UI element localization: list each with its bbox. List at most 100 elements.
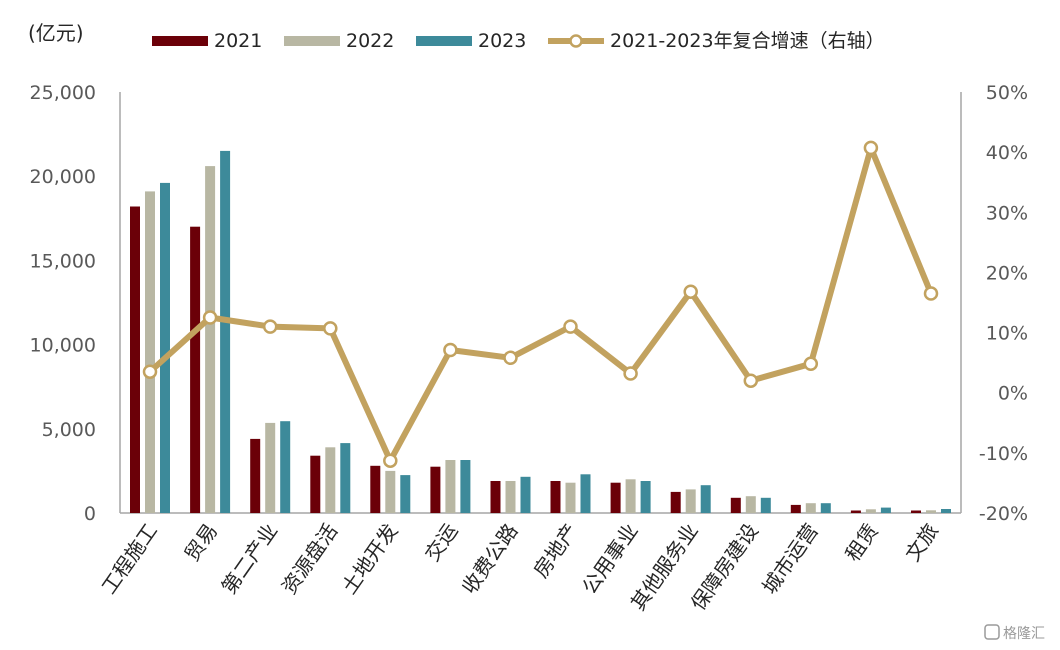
bar-2023	[760, 497, 771, 513]
watermark-text: 格隆汇	[1003, 626, 1045, 642]
bar-2021	[430, 466, 441, 513]
cagr-point	[262, 319, 278, 334]
right-y-tick-label: -20%	[979, 503, 1028, 525]
cagr-line-group	[142, 140, 939, 468]
category-label: 贸易	[180, 519, 223, 566]
bar-2023	[460, 460, 471, 513]
legend-label-2021: 2021	[214, 30, 262, 52]
bar-2022	[325, 447, 336, 513]
left-y-tick-label: 5,000	[42, 419, 96, 441]
bar-2022	[445, 460, 456, 513]
category-label: 交运	[420, 519, 463, 566]
watermark: 格隆汇	[984, 624, 1045, 642]
bar-2021	[730, 497, 741, 513]
bar-2023	[580, 474, 591, 513]
bar-2023	[820, 503, 831, 513]
left-axis-unit-label: (亿元)	[28, 21, 84, 45]
right-y-tick-label: 30%	[986, 202, 1028, 224]
category-label: 资源盘活	[277, 519, 343, 598]
cagr-point	[923, 286, 939, 301]
legend-label-cagr: 2021-2023年复合增速（右轴）	[610, 30, 885, 52]
bar-2023	[880, 507, 891, 513]
left-y-tick-label: 25,000	[30, 82, 96, 104]
category-label: 城市运营	[757, 519, 823, 598]
bar-2022	[265, 422, 276, 513]
cagr-point	[323, 321, 338, 336]
cagr-point	[443, 342, 458, 358]
cagr-point	[383, 453, 398, 468]
bar-2023	[220, 150, 231, 513]
bar-2021	[790, 504, 801, 513]
legend-label-2023: 2023	[478, 30, 526, 52]
left-y-tick-label: 15,000	[30, 250, 96, 272]
category-label: 租赁	[840, 519, 883, 566]
bar-2023	[160, 182, 170, 513]
left-y-tick-label: 10,000	[30, 335, 96, 357]
right-y-tick-labels: -20% -10% 0% 10% 20% 30% 40% 50%	[979, 82, 1028, 525]
watermark-logo-icon	[984, 624, 1000, 640]
legend-swatch-2022	[284, 36, 340, 46]
category-label: 收费公路	[457, 519, 523, 598]
bar-2022	[926, 510, 936, 513]
right-y-tick-label: 20%	[986, 262, 1028, 284]
cagr-point	[503, 350, 518, 366]
cagr-point	[623, 366, 638, 381]
category-label: 房地产	[529, 519, 583, 582]
category-label: 文旅	[900, 519, 943, 566]
bar-2022	[145, 191, 155, 513]
bar-2023	[280, 421, 291, 513]
bar-2021	[370, 465, 381, 513]
bar-2022	[625, 479, 636, 513]
cagr-point	[863, 140, 879, 156]
right-y-tick-label: 40%	[986, 142, 1028, 164]
left-y-tick-label: 20,000	[30, 166, 96, 188]
legend-label-2022: 2022	[346, 30, 394, 52]
bar-2021	[130, 206, 140, 513]
cagr-point	[563, 319, 578, 334]
bar-2021	[850, 510, 861, 513]
right-y-tick-label: 10%	[986, 323, 1028, 345]
cagr-point	[142, 364, 158, 379]
left-y-tick-label: 0	[84, 503, 96, 525]
bar-2022	[565, 482, 576, 513]
bar-2023	[520, 476, 531, 513]
right-y-tick-label: 0%	[998, 383, 1028, 405]
left-y-tick-labels: 0 5,000 10,000 15,000 20,000 25,000	[30, 82, 96, 525]
bar-2021	[250, 438, 261, 513]
bar-2021	[610, 482, 621, 513]
bar-2021	[911, 510, 921, 513]
cagr-point	[683, 284, 698, 299]
bar-2021	[190, 226, 201, 513]
legend-swatch-2023	[416, 36, 472, 46]
right-y-tick-label: 50%	[986, 82, 1028, 104]
bar-2023	[941, 509, 951, 513]
bar-series-group	[130, 150, 951, 513]
cagr-point	[803, 356, 819, 372]
cagr-line	[147, 144, 934, 464]
bar-2022	[385, 470, 396, 513]
legend: 2021 2022 2023 2021-2023年复合增速（右轴）	[152, 30, 885, 52]
bar-2022	[865, 509, 876, 513]
category-label: 土地开发	[337, 519, 403, 598]
bar-2023	[700, 485, 711, 513]
cagr-point	[202, 310, 218, 325]
bar-2022	[805, 503, 816, 513]
legend-swatch-marker	[569, 34, 583, 48]
bar-2022	[205, 166, 216, 513]
bar-2023	[640, 481, 651, 513]
bar-2022	[685, 489, 696, 513]
right-y-tick-label: -10%	[979, 443, 1028, 465]
bar-2021	[490, 481, 501, 513]
bar-2022	[505, 481, 516, 513]
cagr-point	[743, 373, 759, 388]
bar-2021	[670, 491, 681, 513]
bar-2021	[310, 455, 321, 513]
bar-2022	[745, 496, 756, 513]
bar-2023	[340, 443, 351, 513]
category-label: 公用事业	[577, 519, 643, 598]
bar-2021	[550, 481, 561, 513]
category-label: 工程施工	[97, 519, 163, 598]
